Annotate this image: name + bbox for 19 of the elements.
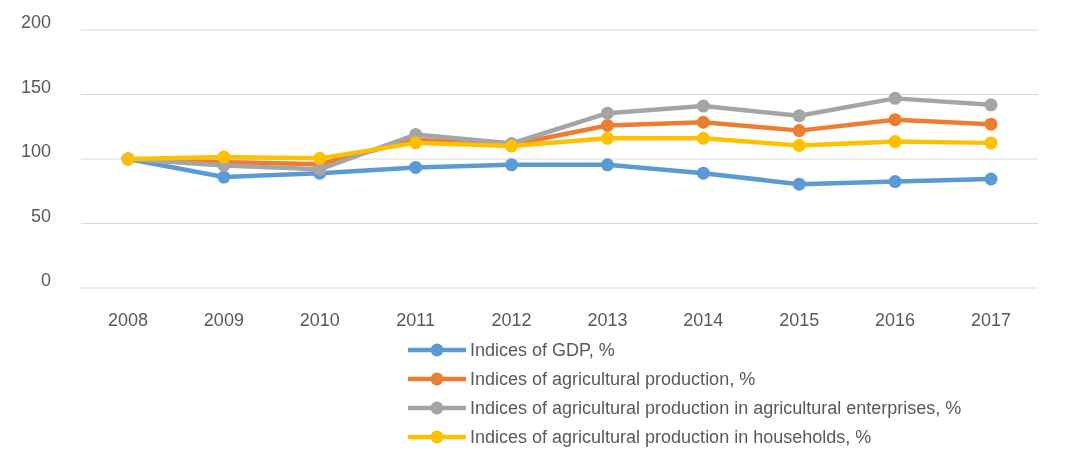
x-tick-label: 2013 bbox=[587, 310, 628, 330]
y-tick-label: 100 bbox=[20, 141, 51, 162]
x-tick-label: 2010 bbox=[299, 310, 340, 330]
y-tick-label: 50 bbox=[30, 205, 51, 226]
legend-label: Indices of GDP, % bbox=[470, 340, 615, 361]
y-tick-label: 0 bbox=[40, 270, 51, 291]
x-tick-label: 2015 bbox=[779, 310, 820, 330]
x-tick-label: 2012 bbox=[491, 310, 532, 330]
y-tick-label: 200 bbox=[20, 12, 51, 33]
x-tick-label: 2016 bbox=[875, 310, 916, 330]
legend-label: Indices of agricultural production in agricultural enterprises, % bbox=[470, 398, 962, 419]
x-tick-label: 2009 bbox=[203, 310, 244, 330]
x-tick-label: 2011 bbox=[396, 310, 436, 330]
x-tick-label: 2017 bbox=[970, 310, 1012, 330]
legend-label: Indices of agricultural production in households, % bbox=[470, 427, 872, 448]
legend-label: Indices of agricultural production, % bbox=[470, 369, 756, 390]
y-tick-label: 150 bbox=[20, 76, 51, 97]
x-tick-label: 2014 bbox=[683, 310, 724, 330]
x-tick-label: 2008 bbox=[107, 310, 149, 330]
